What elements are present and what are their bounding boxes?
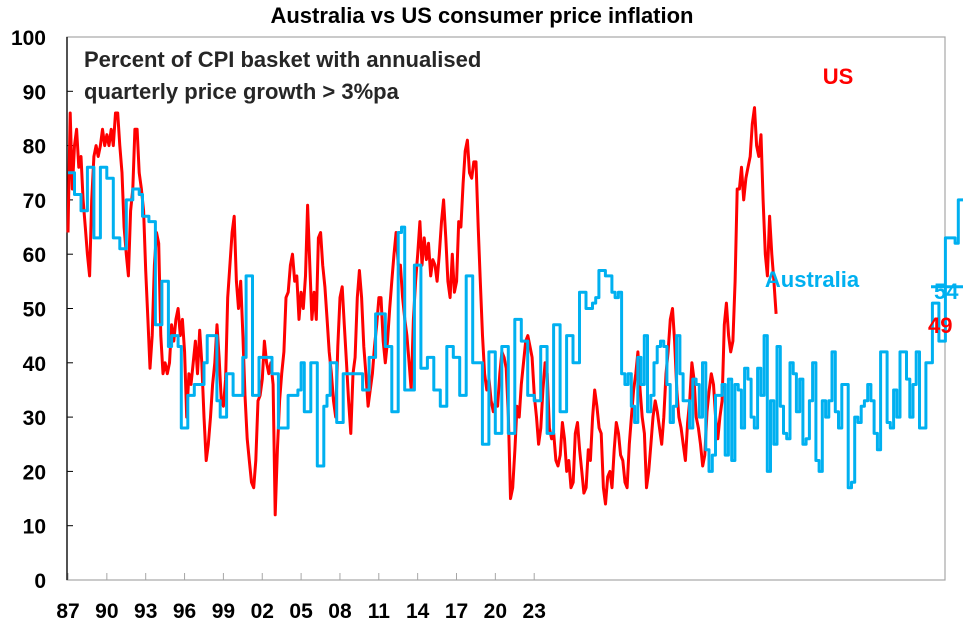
y-tick-label: 10	[23, 516, 46, 539]
legend-label-us: US	[823, 64, 854, 89]
y-tick-label: 70	[23, 190, 46, 213]
end-value-label-australia: 54	[934, 279, 959, 304]
y-tick-label: 40	[23, 353, 46, 376]
series-line-australia	[68, 165, 963, 490]
chart-subtitle-line-1: Percent of CPI basket with annualised	[84, 47, 481, 72]
x-tick-label: 96	[173, 600, 196, 623]
y-tick-label: 60	[23, 244, 46, 267]
x-tick-label: 90	[95, 600, 118, 623]
x-tick-label: 17	[445, 600, 468, 623]
x-axis: 87 90 93 96 99 02 05 08 11 14 17 20 23	[56, 573, 546, 623]
y-axis: 0 10 20 30 40 50 60 70 80 90 100	[11, 27, 73, 593]
x-tick-label: 02	[251, 600, 274, 623]
y-tick-label: 30	[23, 407, 46, 430]
x-tick-label: 20	[484, 600, 507, 623]
y-tick-label: 100	[11, 27, 46, 50]
end-value-label-us: 49	[928, 313, 952, 338]
x-tick-label: 05	[289, 600, 313, 623]
x-tick-label: 23	[523, 600, 546, 623]
chart-subtitle-line-2: quarterly price growth > 3%pa	[84, 79, 400, 104]
x-tick-label: 99	[212, 600, 235, 623]
legend-label-australia: Australia	[765, 267, 860, 292]
y-tick-label: 90	[23, 81, 46, 104]
y-tick-label: 20	[23, 461, 46, 484]
x-tick-label: 87	[56, 600, 79, 623]
x-tick-label: 11	[368, 600, 391, 623]
y-tick-label: 80	[23, 136, 46, 159]
series-layer	[66, 106, 963, 517]
chart-title: Australia vs US consumer price inflation	[270, 3, 693, 28]
y-tick-label: 50	[23, 299, 46, 322]
y-tick-label: 0	[34, 570, 46, 593]
x-tick-label: 14	[406, 600, 430, 623]
x-tick-label: 08	[328, 600, 352, 623]
x-tick-label: 93	[134, 600, 157, 623]
